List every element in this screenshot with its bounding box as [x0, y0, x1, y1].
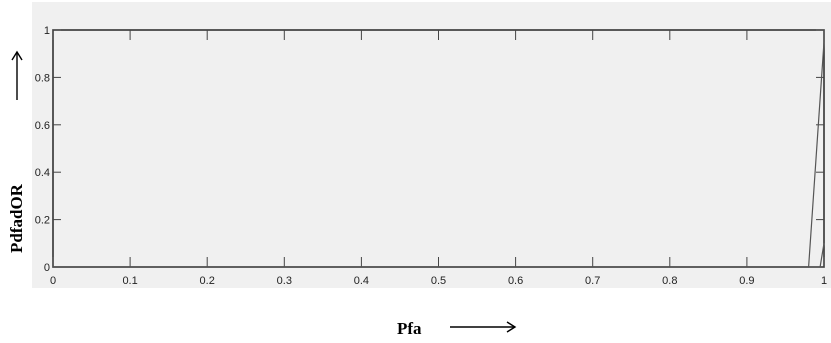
x-tick-label: 1 — [821, 275, 827, 287]
y-axis-ticks: 0 0.2 0.4 0.6 0.8 1 — [35, 25, 824, 274]
x-tick-label: 0.5 — [431, 275, 446, 287]
y-tick-label: 0.8 — [35, 72, 50, 84]
x-tick-label: 0.6 — [508, 275, 523, 287]
x-tick-label: 0.2 — [200, 275, 215, 287]
y-tick-label: 1 — [44, 25, 50, 37]
y-tick-label: 0.2 — [35, 215, 50, 227]
y-axis-arrow-head — [11, 50, 23, 61]
x-tick-label: 0.7 — [585, 275, 600, 287]
x-tick-label: 0.1 — [122, 275, 137, 287]
x-tick-label: 0.9 — [739, 275, 754, 287]
x-tick-label: 0.8 — [662, 275, 677, 287]
x-axis-ticks: 0 0.1 0.2 0.3 0.4 0.5 0.6 0.7 0.8 0.9 1 — [50, 30, 827, 287]
x-axis-arrow-head — [506, 321, 517, 333]
y-tick-label: 0.6 — [35, 120, 50, 132]
figure-background — [32, 2, 831, 288]
series-layer — [53, 30, 825, 268]
x-tick-label: 0.3 — [277, 275, 292, 287]
series-line-2 — [53, 243, 825, 268]
y-axis-title: PdfadOR — [7, 183, 26, 253]
x-axis-title: Pfa — [397, 319, 422, 338]
x-tick-label: 0 — [50, 275, 56, 287]
y-tick-label: 0.4 — [35, 167, 50, 179]
x-tick-label: 0.4 — [354, 275, 369, 287]
y-tick-label: 0 — [44, 262, 50, 274]
